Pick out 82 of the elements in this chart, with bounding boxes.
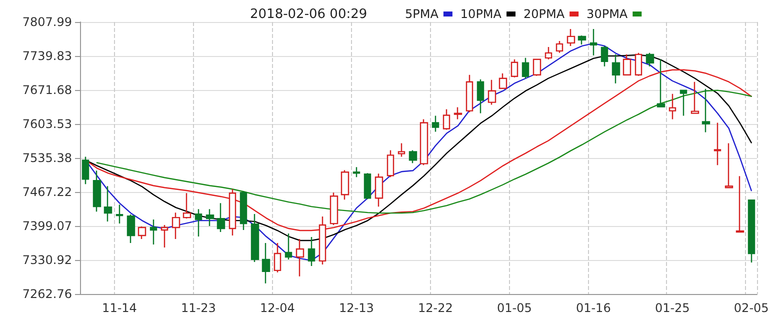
legend-label: 5PMA (404, 7, 440, 21)
candlestick (116, 204, 124, 224)
candlestick (612, 54, 620, 84)
x-tick-label: 12-13 (339, 301, 374, 315)
candlestick (374, 173, 384, 208)
candlestick (240, 190, 248, 231)
candlestick (172, 212, 180, 240)
x-tick-label: 12-04 (260, 301, 295, 315)
candlestick (160, 224, 168, 248)
candlestick (330, 192, 338, 226)
candlestick (126, 214, 136, 244)
x-tick-label: 02-05 (734, 301, 769, 315)
y-tick-label: 7807.99 (22, 15, 72, 29)
y-tick-label: 7399.07 (22, 219, 72, 233)
candlestick (284, 232, 292, 260)
y-tick-label: 7330.92 (22, 252, 72, 267)
candlestick (150, 218, 158, 246)
candlestick (340, 170, 350, 200)
candlestick (634, 52, 642, 76)
candlestick (544, 46, 552, 60)
x-tick-label: 01-05 (496, 301, 532, 315)
legend-label: 30PMA (586, 7, 628, 21)
candlestick (656, 58, 666, 108)
candlestick (476, 78, 484, 114)
y-tick-label: 7262.76 (22, 287, 72, 301)
x-tick-label: 01-16 (576, 301, 611, 315)
candlestick (296, 238, 304, 278)
candlestick (622, 54, 632, 76)
candlestick (646, 52, 654, 67)
x-tick-label: 12-22 (418, 301, 453, 315)
candlestick (308, 236, 316, 267)
candlestick (82, 156, 90, 185)
candlestick (566, 28, 576, 47)
candlestick (408, 150, 418, 164)
y-tick-label: 7739.83 (22, 49, 72, 64)
chart-title: 2018-02-06 00:29 (250, 7, 368, 22)
candlestick (668, 93, 676, 120)
legend-label: 10PMA (460, 7, 502, 21)
candlestick (748, 199, 756, 264)
candlestick (182, 192, 192, 220)
candlestick (274, 242, 282, 274)
candlestick (556, 40, 564, 54)
candlestick (104, 186, 112, 222)
candlestick (488, 79, 496, 106)
candlestick (736, 176, 744, 233)
candlestick (138, 226, 146, 240)
candlestick (364, 172, 372, 200)
y-tick-label: 7467.22 (22, 185, 72, 199)
candlestick (498, 72, 508, 90)
y-tick-label: 7603.53 (22, 117, 72, 131)
candlestick (216, 202, 226, 233)
y-tick-label: 7535.38 (22, 150, 72, 165)
candlestick (522, 57, 530, 79)
line-series (96, 90, 752, 214)
candlestick (600, 45, 608, 67)
candlestick (590, 28, 598, 56)
candlestick (510, 58, 518, 78)
candlestick (702, 88, 710, 133)
candlestick (194, 208, 202, 238)
candlestick (578, 34, 586, 46)
candlestick (250, 213, 260, 263)
x-tick-label: 01-25 (654, 301, 690, 315)
candlestick (92, 170, 102, 212)
y-tick-label: 7671.68 (22, 83, 72, 97)
candlestick (690, 81, 700, 114)
legend-label: 20PMA (523, 7, 566, 21)
x-tick-label: 11-14 (102, 301, 137, 315)
candlestick (386, 150, 394, 178)
candlestick (352, 166, 360, 178)
candlestick (680, 90, 688, 116)
candlestick (432, 115, 440, 132)
candlestick (420, 118, 428, 166)
candlestick (454, 106, 462, 120)
candlestick (442, 108, 450, 130)
candlestick (724, 142, 734, 188)
candlestick (466, 74, 474, 113)
candlestick (262, 242, 270, 284)
candlestick (532, 58, 542, 76)
x-tick-label: 11-23 (181, 301, 216, 315)
candlestick (714, 122, 722, 166)
candlestick (206, 208, 214, 227)
candlestick (398, 142, 406, 158)
